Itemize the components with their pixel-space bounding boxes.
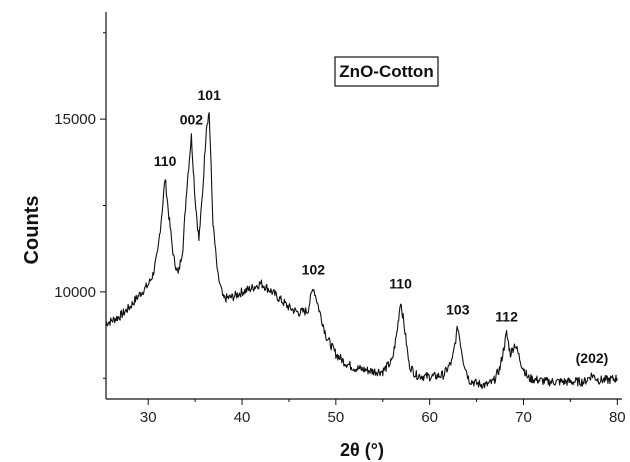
y-axis-ticks: 10000 15000 <box>54 32 106 379</box>
peak-label: 110 <box>389 276 412 292</box>
legend-label: ZnO-Cotton <box>339 62 433 81</box>
x-axis-title: 2θ (°) <box>340 440 384 460</box>
y-tick-label: 10000 <box>54 284 96 301</box>
x-tick-label: 70 <box>515 409 532 426</box>
peak-label: 112 <box>495 308 518 324</box>
series-layer <box>105 112 618 389</box>
peak-label: 102 <box>302 262 326 278</box>
peak-labels: 110 002 101 102 110 103 112 (202) <box>154 87 609 366</box>
peak-label: 002 <box>180 111 204 127</box>
y-axis-title: Counts <box>21 196 43 265</box>
legend-box <box>334 56 439 87</box>
x-tick-label: 40 <box>234 409 251 426</box>
y-tick-label: 15000 <box>54 111 96 128</box>
peak-label: (202) <box>576 350 609 366</box>
x-tick-label: 80 <box>609 409 626 426</box>
peak-label: 110 <box>154 153 177 169</box>
series-line <box>105 112 618 389</box>
peak-label: 101 <box>198 87 222 103</box>
x-tick-label: 50 <box>328 409 345 426</box>
peak-label: 103 <box>446 301 470 317</box>
x-axis-ticks: 30 40 50 60 70 80 <box>140 399 626 426</box>
legend: ZnO-Cotton <box>334 56 439 87</box>
x-tick-label: 30 <box>140 409 157 426</box>
x-tick-label: 60 <box>421 409 438 426</box>
